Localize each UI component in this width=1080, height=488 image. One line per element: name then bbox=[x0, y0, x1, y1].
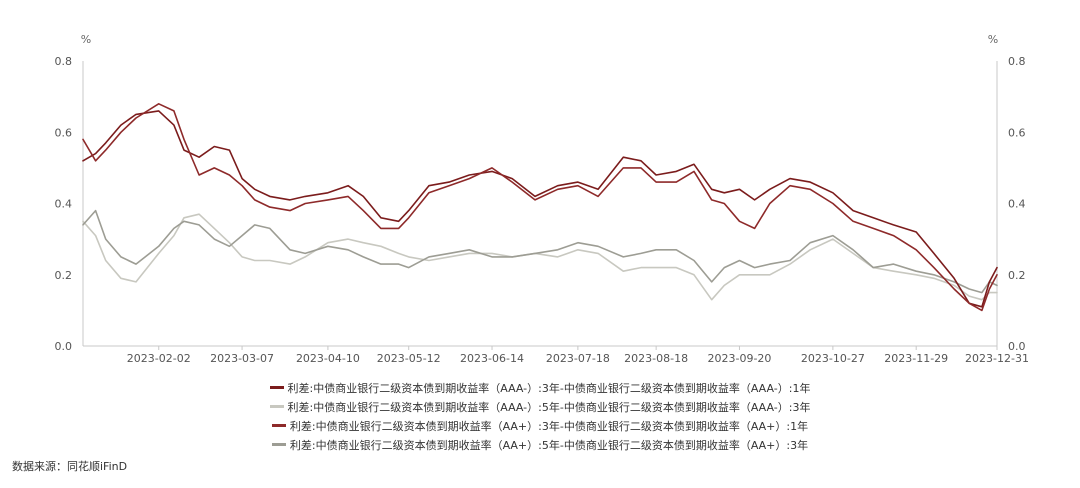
x-tick-label: 2023-11-29 bbox=[884, 352, 948, 365]
data-source-note: 数据来源：同花顺iFinD bbox=[12, 460, 128, 473]
legend-swatch bbox=[269, 386, 284, 389]
legend-item-3: 利差:中债商业银行二级资本债到期收益率（AA+）:3年-中债商业银行二级资本债到… bbox=[0, 416, 1080, 435]
legend-item-1: 利差:中债商业银行二级资本债到期收益率（AAA-）:3年-中债商业银行二级资本债… bbox=[0, 378, 1080, 397]
y-tick-label-right: 0.4 bbox=[1008, 198, 1026, 211]
x-tick-label: 2023-02-02 bbox=[127, 352, 191, 365]
x-tick-label: 2023-12-31 bbox=[965, 352, 1029, 365]
legend-swatch bbox=[269, 405, 284, 408]
series-line-3 bbox=[82, 103, 998, 312]
series-line-4 bbox=[82, 209, 998, 294]
series-line-1 bbox=[82, 110, 998, 308]
y-tick-label-right: 0.6 bbox=[1008, 126, 1026, 139]
series-line-2 bbox=[82, 213, 998, 301]
x-tick-label: 2023-09-20 bbox=[707, 352, 771, 365]
y-tick-label-left: 0.8 bbox=[55, 55, 73, 68]
legend-item-4: 利差:中债商业银行二级资本债到期收益率（AA+）:5年-中债商业银行二级资本债到… bbox=[0, 435, 1080, 454]
x-tick-label: 2023-03-07 bbox=[210, 352, 274, 365]
left-axis-unit: % bbox=[81, 33, 91, 46]
legend-swatch bbox=[271, 424, 286, 427]
legend-label: 利差:中债商业银行二级资本债到期收益率（AAA-）:3年-中债商业银行二级资本债… bbox=[287, 381, 811, 395]
legend-label: 利差:中债商业银行二级资本债到期收益率（AA+）:5年-中债商业银行二级资本债到… bbox=[289, 438, 809, 452]
x-tick-label: 2023-04-10 bbox=[296, 352, 360, 365]
series-group bbox=[82, 103, 998, 312]
y-tick-label-right: 0.2 bbox=[1008, 269, 1026, 282]
y-tick-label-left: 0.4 bbox=[55, 198, 73, 211]
x-tick-label: 2023-07-18 bbox=[546, 352, 610, 365]
legend-item-2: 利差:中债商业银行二级资本债到期收益率（AAA-）:5年-中债商业银行二级资本债… bbox=[0, 397, 1080, 416]
x-tick-label: 2023-06-14 bbox=[460, 352, 524, 365]
y-tick-label-left: 0.2 bbox=[55, 269, 73, 282]
legend-label: 利差:中债商业银行二级资本债到期收益率（AAA-）:5年-中债商业银行二级资本债… bbox=[287, 400, 811, 414]
y-tick-label-left: 0.0 bbox=[55, 340, 73, 353]
axes: 0.0 0.0 0.2 0.2 0.4 0.4 0.6 0.6 0.8 0.8 2023-02-02… bbox=[55, 55, 1029, 365]
legend-swatch bbox=[271, 443, 286, 446]
x-tick-label: 2023-10-27 bbox=[801, 352, 865, 365]
right-axis-unit: % bbox=[988, 33, 998, 46]
x-tick-label: 2023-08-18 bbox=[624, 352, 688, 365]
y-tick-label-right: 0.0 bbox=[1008, 340, 1026, 353]
x-tick-label: 2023-05-12 bbox=[377, 352, 441, 365]
y-tick-label-right: 0.8 bbox=[1008, 55, 1026, 68]
line-chart: % % 0.0 0.0 0.2 0.2 0.4 0.4 0.6 0.6 0.8 0.8 2023-0… bbox=[55, 33, 1029, 365]
legend-label: 利差:中债商业银行二级资本债到期收益率（AA+）:3年-中债商业银行二级资本债到… bbox=[289, 419, 809, 433]
legend: 利差:中债商业银行二级资本债到期收益率（AAA-）:3年-中债商业银行二级资本债… bbox=[0, 378, 1080, 454]
y-tick-label-left: 0.6 bbox=[55, 126, 73, 139]
